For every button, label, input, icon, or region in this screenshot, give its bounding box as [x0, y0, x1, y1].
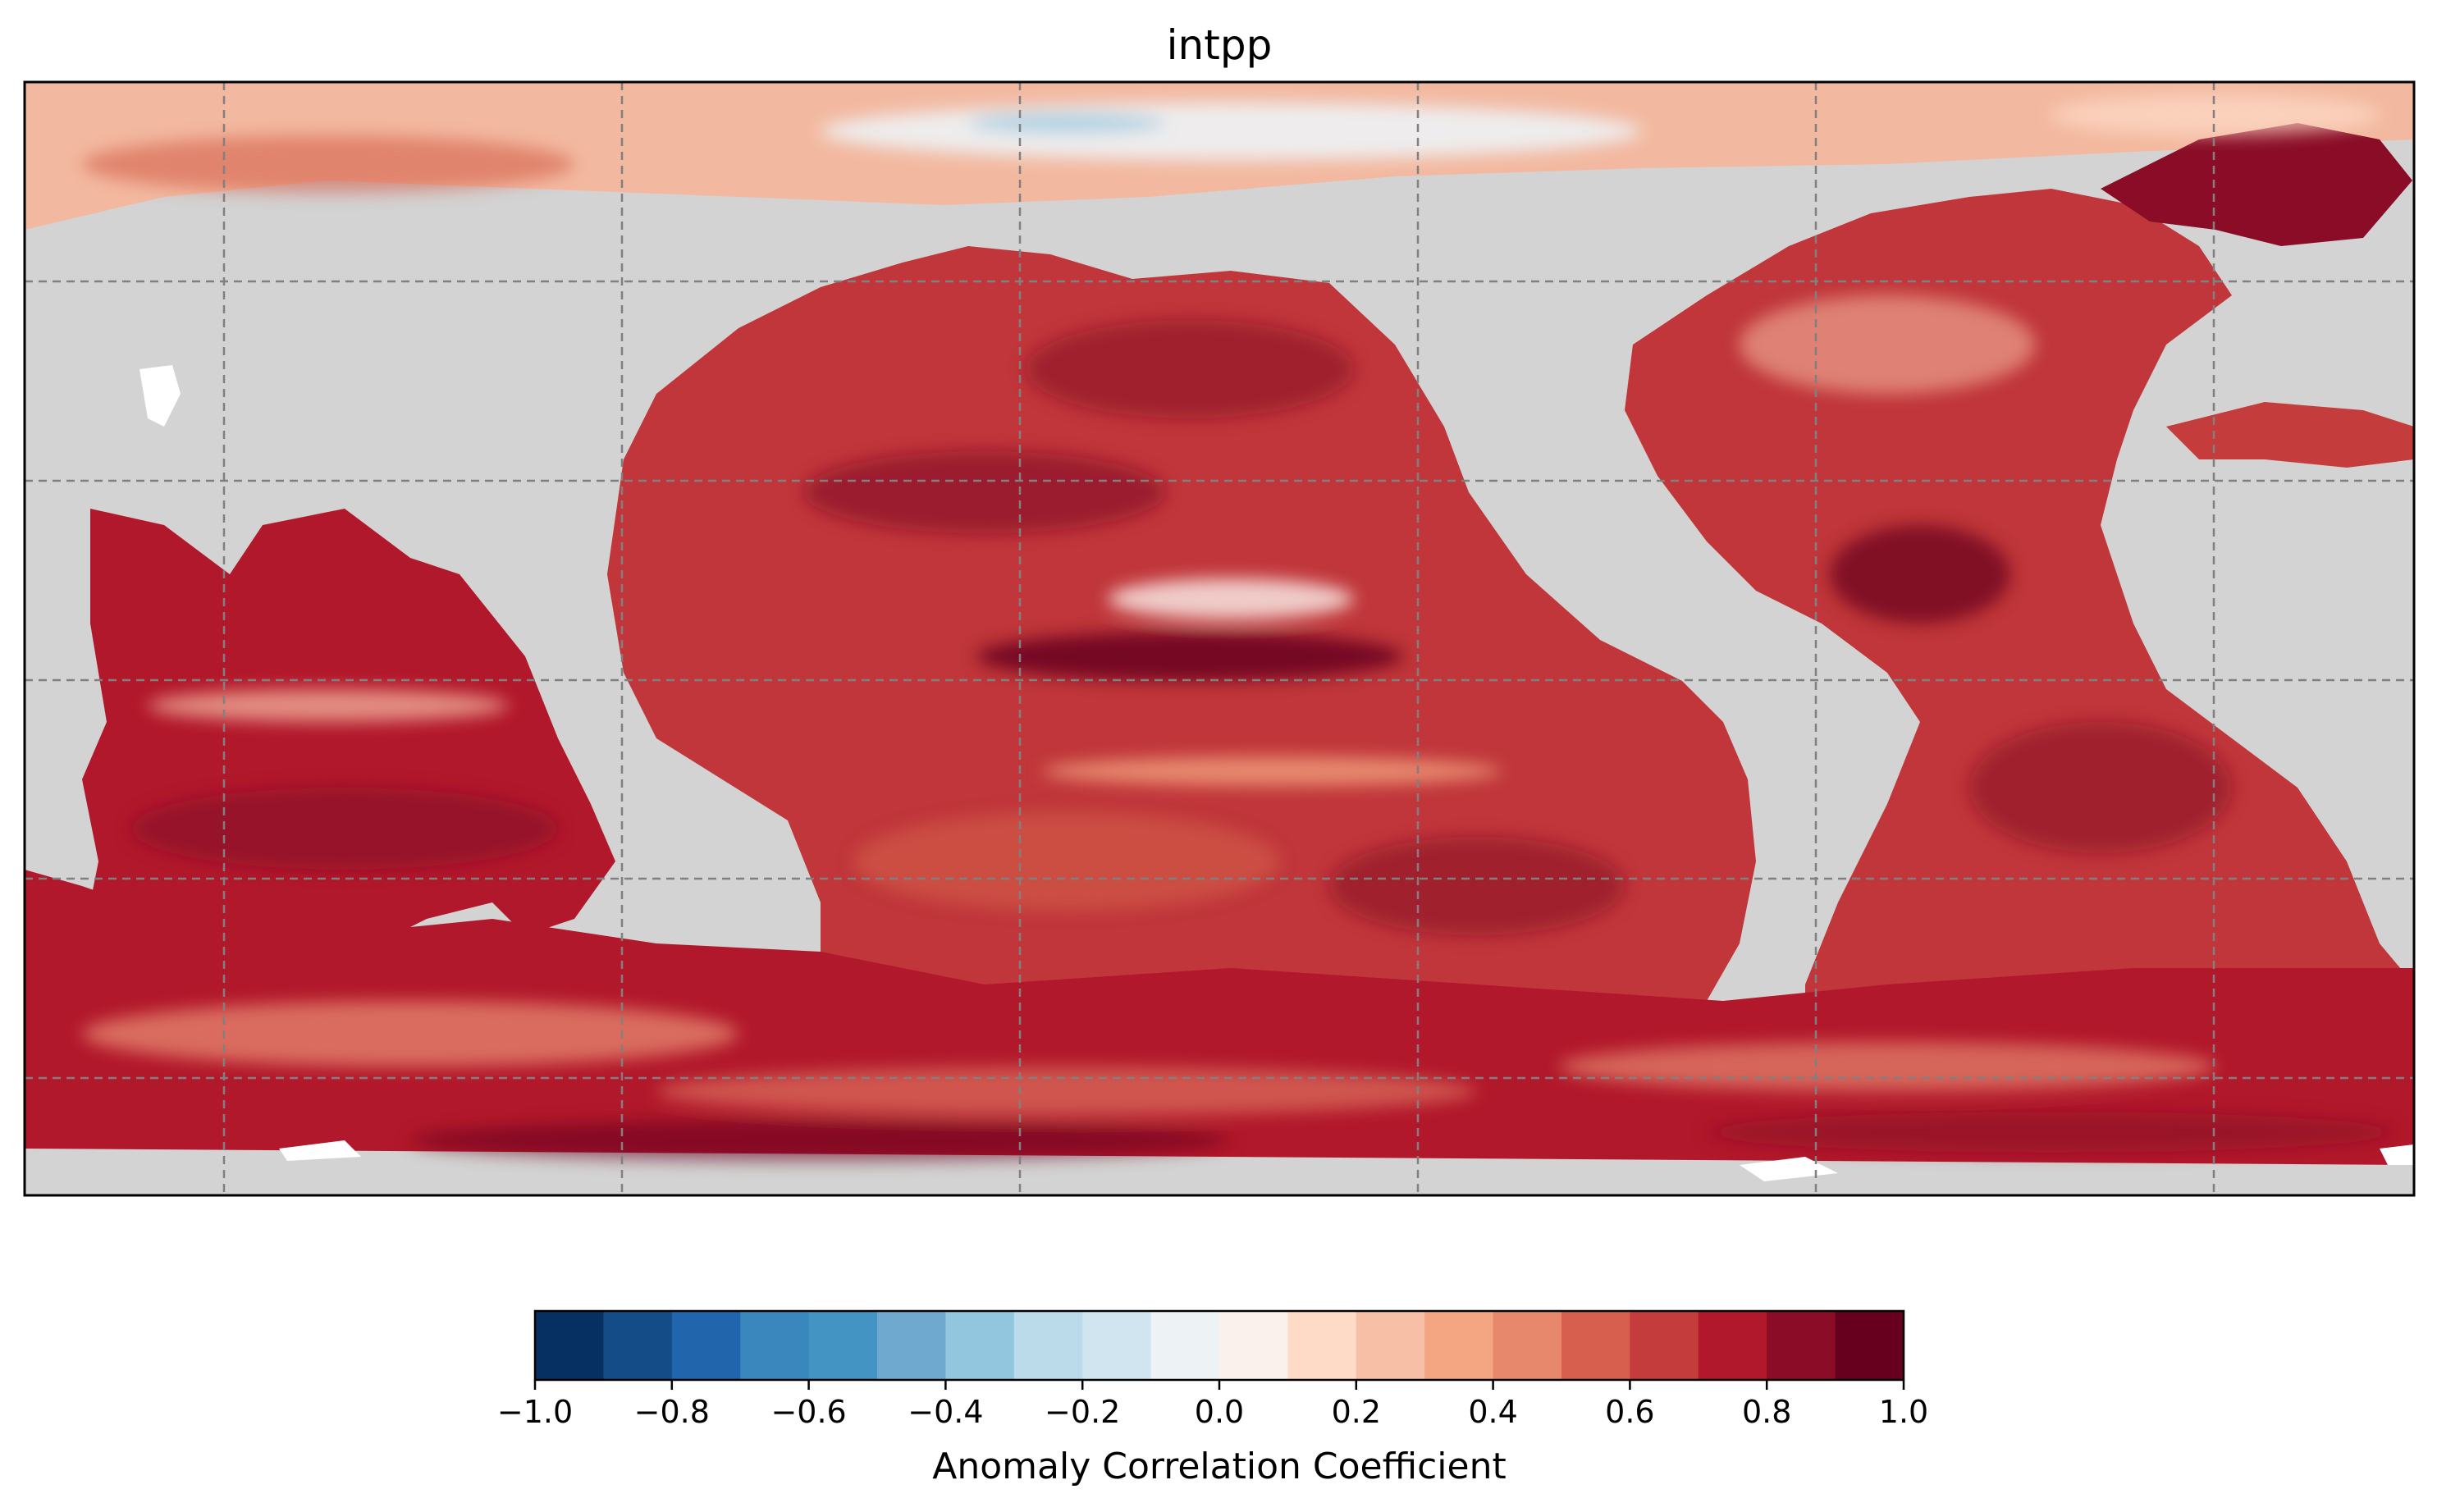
- colorbar-bin: [1219, 1311, 1288, 1380]
- colorbar-bin: [1150, 1311, 1220, 1380]
- colorbar-bin: [671, 1311, 741, 1380]
- colorbar-bin: [1013, 1311, 1083, 1380]
- map-frame: [23, 80, 2416, 1197]
- colorbar-tick-label: −1.0: [497, 1394, 573, 1430]
- colorbar-tick-label: 1.0: [1879, 1394, 1928, 1430]
- colorbar-bin: [1698, 1311, 1767, 1380]
- colorbar-bin: [945, 1311, 1015, 1380]
- gridlines: [25, 82, 2414, 1195]
- colorbar-bin: [740, 1311, 810, 1380]
- ocean-atlantic: [1625, 189, 2414, 1067]
- ocean-field: [25, 82, 2414, 1181]
- chart-title: intpp: [1167, 21, 1273, 69]
- colorbar-tick-label: −0.6: [770, 1394, 846, 1430]
- colorbar-label: Anomaly Correlation Coefficient: [932, 1446, 1506, 1487]
- inland-lake-white: [139, 365, 181, 427]
- colorbar-bin: [1835, 1311, 1904, 1380]
- colorbar-bin: [1630, 1311, 1699, 1380]
- colorbar-tick-label: 0.6: [1605, 1394, 1654, 1430]
- ocean-indian: [82, 509, 615, 984]
- colorbar-tick-label: 0.2: [1332, 1394, 1381, 1430]
- ocean-north-europe: [2101, 123, 2412, 246]
- colorbar-tick-label: −0.2: [1045, 1394, 1120, 1430]
- colorbar-bin: [1082, 1311, 1152, 1380]
- colorbar-tick-label: −0.8: [634, 1394, 710, 1430]
- colorbar-bin: [1424, 1311, 1494, 1380]
- map-panel: [25, 82, 2414, 1195]
- colorbar-bin: [1493, 1311, 1562, 1380]
- colorbar-bin: [808, 1311, 878, 1380]
- ocean-mediterranean: [2166, 402, 2414, 468]
- colorbar-bin: [1561, 1311, 1630, 1380]
- colorbar-bin: [1356, 1311, 1425, 1380]
- colorbar-bin: [877, 1311, 946, 1380]
- colorbar-tick-label: −0.4: [908, 1394, 983, 1430]
- colorbar-bin: [603, 1311, 673, 1380]
- anomaly-texture: [82, 94, 2396, 1161]
- colorbar: −1.0 −0.8 −0.6 −0.4 −0.2 0.0 0.2 0.4 0.6 0.8 1.0 A…: [497, 1309, 1928, 1487]
- colorbar-bin: [535, 1311, 604, 1380]
- colorbar-tick-label: 0.0: [1195, 1394, 1244, 1430]
- colorbar-tick-label: 0.8: [1742, 1394, 1791, 1430]
- colorbar-bin: [1767, 1311, 1836, 1380]
- colorbar-tick-label: 0.4: [1468, 1394, 1517, 1430]
- colorbar-bin: [1287, 1311, 1357, 1380]
